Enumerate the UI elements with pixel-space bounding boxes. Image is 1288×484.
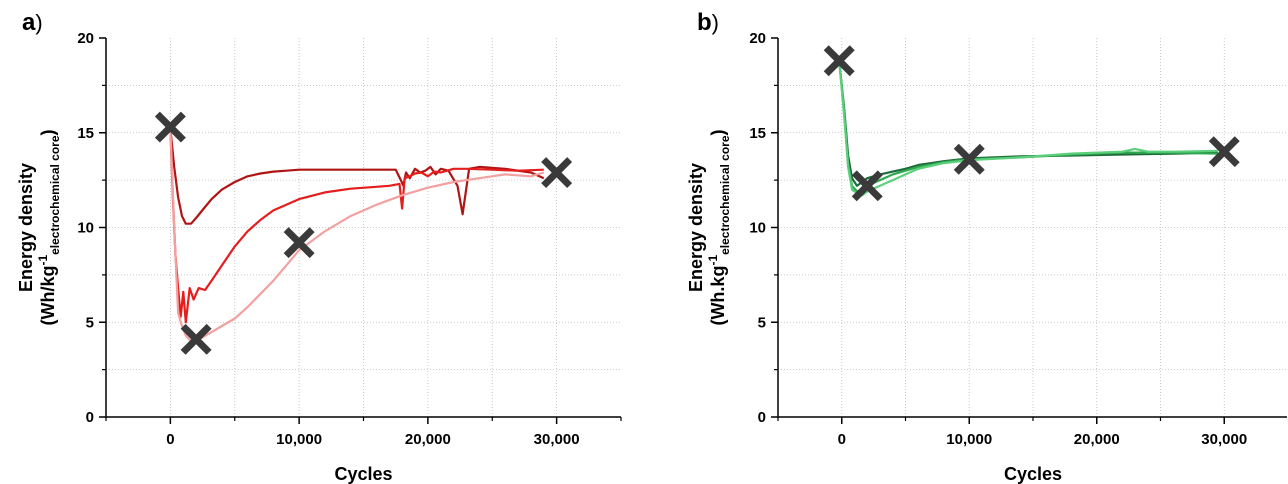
y-axis-title: Energy density <box>686 163 706 292</box>
x-tick-label: 30,000 <box>534 431 580 448</box>
x-marker-stroke <box>283 227 315 259</box>
x-marker <box>953 143 985 175</box>
series-group <box>838 60 1218 197</box>
markers <box>823 45 1240 202</box>
y-axis-subtitle-sub: electrochemical core <box>718 135 732 255</box>
x-marker <box>541 157 573 189</box>
x-marker <box>851 170 883 202</box>
y-tick-label: 15 <box>77 125 94 142</box>
x-marker-stroke <box>541 157 573 189</box>
markers <box>154 111 573 355</box>
x-tick-label: 30,000 <box>1201 431 1247 448</box>
x-tick-label: 20,000 <box>405 431 451 448</box>
y-tick-label: 0 <box>758 409 766 426</box>
x-marker-stroke <box>851 170 883 202</box>
x-axis-title: Cycles <box>334 464 392 484</box>
y-axis-subtitle-sub: electrochemical core <box>48 135 62 255</box>
x-marker-stroke <box>953 143 985 175</box>
x-tick-label: 10,000 <box>276 431 322 448</box>
x-marker <box>1208 136 1240 168</box>
y-tick-label: 15 <box>749 125 766 142</box>
y-axis-subtitle: (Wh/kg-1electrochemical core) <box>36 129 62 325</box>
series-group <box>169 128 545 343</box>
series-line-1 <box>169 128 545 225</box>
y-tick-label: 0 <box>86 409 94 426</box>
x-marker <box>154 111 186 143</box>
y-tick-label: 20 <box>749 30 766 47</box>
y-axis-subtitle-suffix: ) <box>38 129 58 135</box>
y-axis-subtitle-sup: -1 <box>706 255 720 266</box>
x-tick-label: 0 <box>166 431 174 448</box>
series-line-3 <box>838 60 1218 197</box>
y-tick-label: 5 <box>86 314 94 331</box>
x-marker-stroke <box>180 323 212 355</box>
y-tick-label: 5 <box>758 314 766 331</box>
y-axis-subtitle-sup: -1 <box>36 255 50 266</box>
x-tick-label: 0 <box>838 431 846 448</box>
series-line-1 <box>838 60 1218 187</box>
grid <box>778 38 1288 417</box>
x-marker-stroke <box>1208 136 1240 168</box>
x-tick-label: 10,000 <box>946 431 992 448</box>
y-axis-subtitle-prefix: (Wh.kg <box>708 266 728 326</box>
panel-b: 0 10,000 20,000 30,000 0 5 10 15 20 Cycles Energy … <box>686 9 1288 484</box>
panel-a: 0 10,000 20,000 30,000 0 5 10 15 20 Cycles Energy … <box>16 9 622 484</box>
grid <box>106 38 621 417</box>
y-tick-label: 10 <box>749 220 766 237</box>
x-tick-label: 20,000 <box>1074 431 1120 448</box>
x-marker-stroke <box>823 45 855 77</box>
x-axis-title: Cycles <box>1004 464 1062 484</box>
panel-label: a) <box>22 9 43 36</box>
x-marker <box>283 227 315 259</box>
y-axis-subtitle: (Wh.kg-1electrochemical core) <box>706 129 732 325</box>
x-marker-stroke <box>154 111 186 143</box>
x-marker <box>180 323 212 355</box>
y-axis-subtitle-suffix: ) <box>708 129 728 135</box>
panel-label-paren: ) <box>712 10 719 35</box>
y-axis-subtitle-prefix: (Wh/kg <box>38 266 58 326</box>
panel-label-paren: ) <box>35 10 42 35</box>
series-line-3 <box>169 128 545 343</box>
y-tick-label: 20 <box>77 30 94 47</box>
panel-label: b) <box>697 9 719 36</box>
x-marker <box>823 45 855 77</box>
series-line-2 <box>169 128 544 324</box>
y-tick-label: 10 <box>77 220 94 237</box>
y-axis-title: Energy density <box>16 163 36 292</box>
